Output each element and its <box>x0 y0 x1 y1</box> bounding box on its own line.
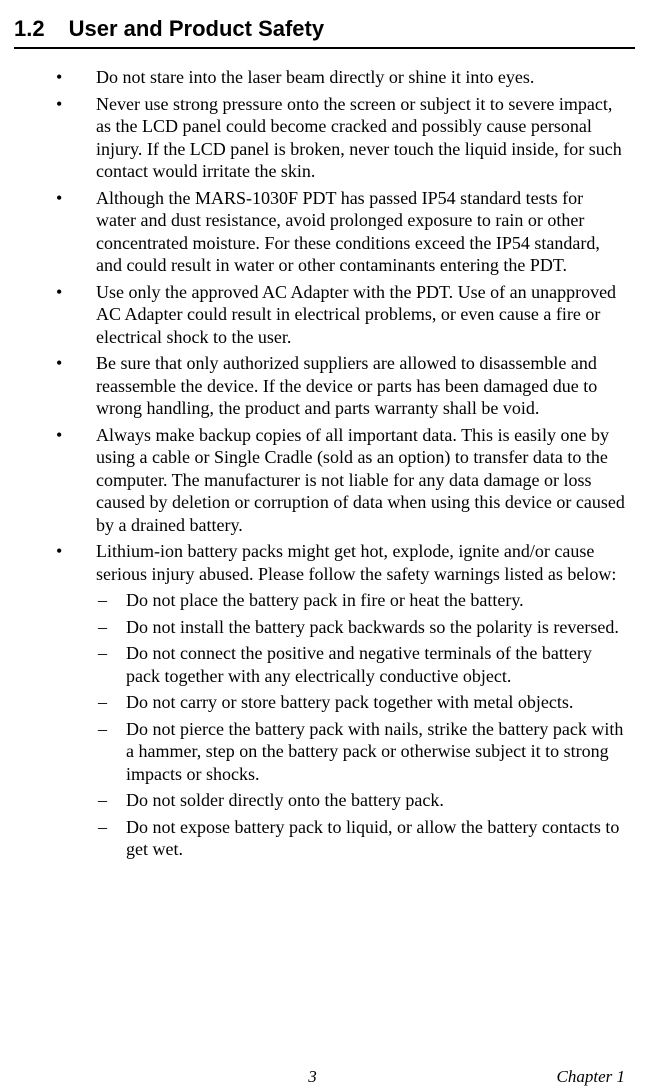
list-item: Use only the approved AC Adapter with th… <box>54 281 625 349</box>
list-item: Although the MARS-1030F PDT has passed I… <box>54 187 625 277</box>
list-item-text: Always make backup copies of all importa… <box>96 425 625 535</box>
section-heading: 1.2 User and Product Safety <box>14 16 635 49</box>
list-item: Do not solder directly onto the battery … <box>96 789 625 812</box>
list-item: Be sure that only authorized suppliers a… <box>54 352 625 420</box>
list-item-text: Never use strong pressure onto the scree… <box>96 94 622 182</box>
list-item-text: Although the MARS-1030F PDT has passed I… <box>96 188 600 276</box>
list-item-text: Do not pierce the battery pack with nail… <box>126 719 623 784</box>
body-content: Do not stare into the laser beam directl… <box>54 58 625 865</box>
section-number: 1.2 <box>14 16 45 42</box>
list-item-text: Do not carry or store battery pack toget… <box>126 692 573 712</box>
list-item: Never use strong pressure onto the scree… <box>54 93 625 183</box>
list-item: Do not place the battery pack in fire or… <box>96 589 625 612</box>
list-item-text: Do not expose battery pack to liquid, or… <box>126 817 619 860</box>
list-item: Do not connect the positive and negative… <box>96 642 625 687</box>
bullet-list: Do not stare into the laser beam directl… <box>54 66 625 861</box>
list-item: Always make backup copies of all importa… <box>54 424 625 537</box>
list-item-text: Do not install the battery pack backward… <box>126 617 619 637</box>
list-item: Do not carry or store battery pack toget… <box>96 691 625 714</box>
chapter-label: Chapter 1 <box>557 1067 625 1087</box>
list-item-text: Do not solder directly onto the battery … <box>126 790 444 810</box>
list-item: Do not pierce the battery pack with nail… <box>96 718 625 786</box>
list-item: Do not stare into the laser beam directl… <box>54 66 625 89</box>
list-item-text: Do not connect the positive and negative… <box>126 643 592 686</box>
list-item: Do not install the battery pack backward… <box>96 616 625 639</box>
sub-bullet-list: Do not place the battery pack in fire or… <box>96 589 625 861</box>
list-item-text: Be sure that only authorized suppliers a… <box>96 353 597 418</box>
section-title: User and Product Safety <box>69 16 325 42</box>
page-number: 3 <box>308 1067 317 1087</box>
list-item-text: Use only the approved AC Adapter with th… <box>96 282 616 347</box>
list-item-text: Do not stare into the laser beam directl… <box>96 67 534 87</box>
list-item-text: Do not place the battery pack in fire or… <box>126 590 524 610</box>
page-container: 1.2 User and Product Safety Do not stare… <box>0 0 649 1081</box>
list-item: Lithium-ion battery packs might get hot,… <box>54 540 625 861</box>
list-item: Do not expose battery pack to liquid, or… <box>96 816 625 861</box>
list-item-text: Lithium-ion battery packs might get hot,… <box>96 541 616 584</box>
